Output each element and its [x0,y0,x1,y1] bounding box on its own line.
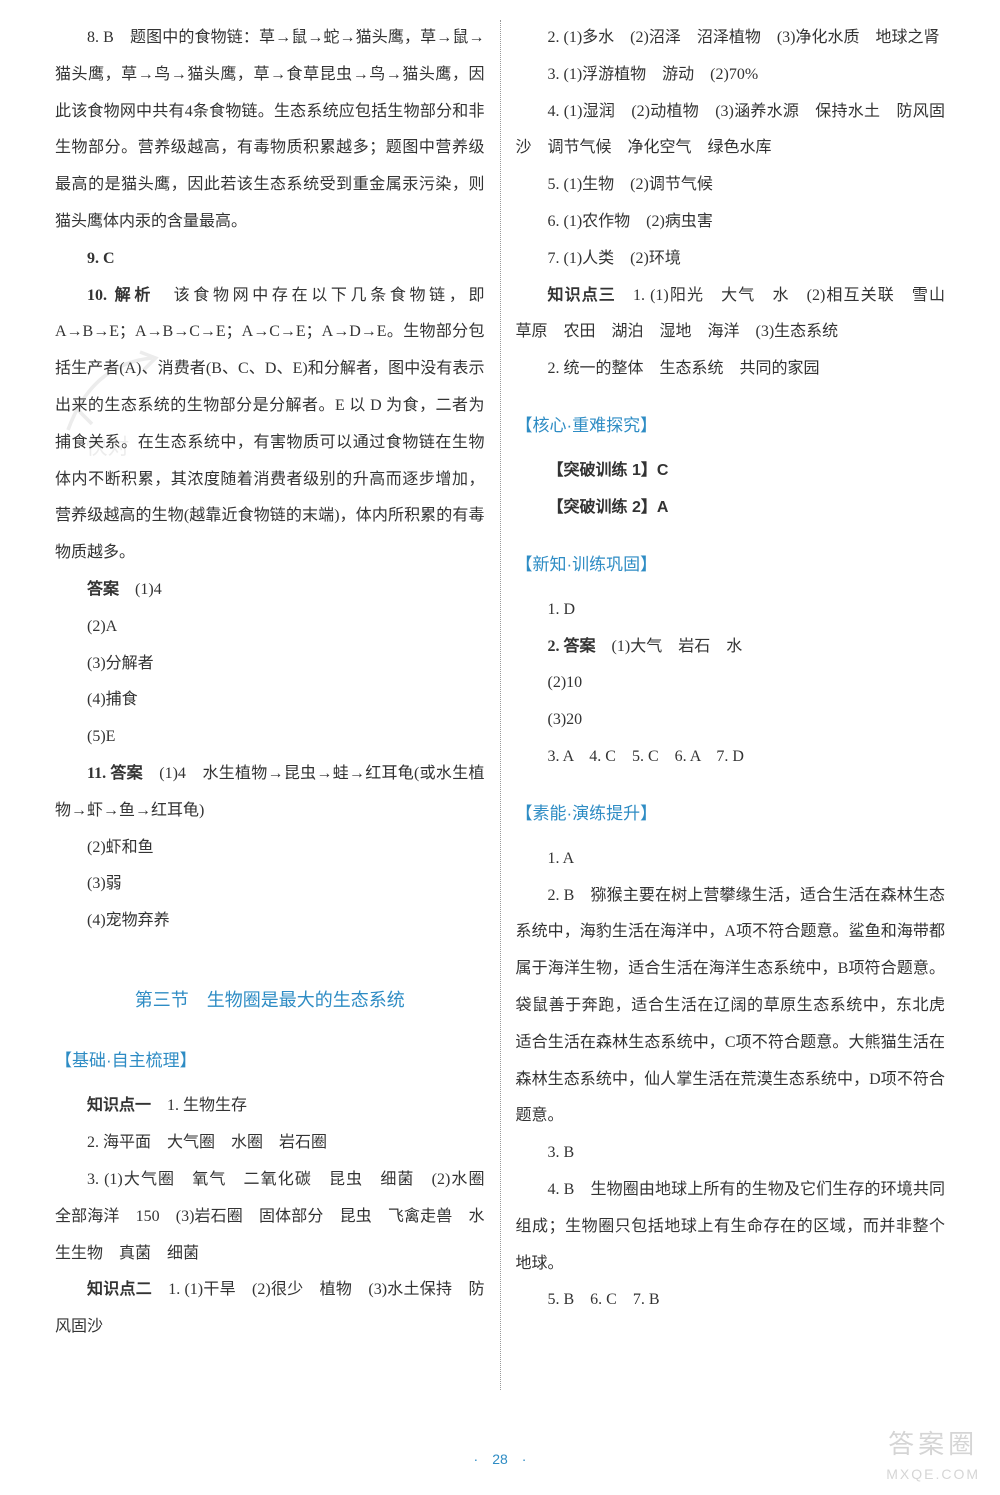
n1: 1. D [516,592,946,629]
two-column-layout: 8. B 题图中的食物链：草→鼠→蛇→猫头鹰，草→鼠→猫头鹰，草→鸟→猫头鹰，草… [40,20,960,1390]
r2: 3. (1)浮游植物 游动 (2)70% [516,57,946,94]
kp1-line1: 知识点一 1. 生物生存 [55,1088,485,1125]
footer-url: MXQE.COM [886,1464,980,1485]
kp3-line1: 知识点三 1. (1)阳光 大气 水 (2)相互关联 雪山 草原 农田 湖泊 湿… [516,278,946,352]
bracket-basics: 【基础·自主梳理】 [55,1041,485,1080]
r1: 2. (1)多水 (2)沼泽 沼泽植物 (3)净化水质 地球之肾 [516,20,946,57]
bracket-train: 【新知·训练巩固】 [516,545,946,584]
s4: 4. B 生物圈由地球上所有的生物及它们生存的环境共同组成；生物圈只包括地球上有… [516,1172,946,1282]
n2-line: 2. 答案 (1)大气 岩石 水 [516,629,946,666]
r5: 6. (1)农作物 (2)病虫害 [516,204,946,241]
q10-label: 10. 解析 [87,287,154,304]
t2: 【突破训练 2】A [516,490,946,527]
s2: 2. B 猕猴主要在树上营攀缘生活，适合生活在森林生态系统中，海豹生活在海洋中，… [516,878,946,1136]
bracket-ability: 【素能·演练提升】 [516,794,946,833]
q11-2: (2)虾和鱼 [55,830,485,867]
kp2-line1: 知识点二 1. (1)干旱 (2)很少 植物 (3)水土保持 防风固沙 [55,1272,485,1346]
a2: (2)A [55,609,485,646]
r6: 7. (1)人类 (2)环境 [516,241,946,278]
q9-text: 9. C [55,241,485,278]
n2-1: (1)大气 岩石 水 [612,638,743,655]
s5: 5. B 6. C 7. B [516,1282,946,1319]
a4: (4)捕食 [55,682,485,719]
footer-cn: 答案圈 [886,1425,980,1464]
q11-label: 11. 答案 [87,765,143,782]
page-number: · 28 · [0,1443,1000,1475]
q11-3: (3)弱 [55,866,485,903]
section-title: 第三节 生物圈是最大的生态系统 [55,980,485,1021]
t1: 【突破训练 1】C [516,453,946,490]
kp3-2: 2. 统一的整体 生态系统 共同的家园 [516,351,946,388]
n2-3: (3)20 [516,702,946,739]
n2-2: (2)10 [516,665,946,702]
kp2-label: 知识点二 [87,1281,152,1298]
right-column: 2. (1)多水 (2)沼泽 沼泽植物 (3)净化水质 地球之肾 3. (1)浮… [501,20,961,1390]
s3: 3. B [516,1135,946,1172]
q10-text: 10. 解析 该食物网中存在以下几条食物链，即 A→B→E；A→B→C→E；A→… [55,278,485,572]
r3: 4. (1)湿润 (2)动植物 (3)涵养水源 保持水土 防风固沙 调节气候 净… [516,94,946,168]
kp3-label: 知识点三 [548,287,616,304]
n2-label: 2. 答案 [548,638,596,655]
a5: (5)E [55,719,485,756]
footer-watermark: 答案圈 MXQE.COM [886,1425,980,1485]
n3: 3. A 4. C 5. C 6. A 7. D [516,739,946,776]
left-column: 8. B 题图中的食物链：草→鼠→蛇→猫头鹰，草→鼠→猫头鹰，草→鸟→猫头鹰，草… [40,20,501,1390]
s1: 1. A [516,841,946,878]
kp1-1: 1. 生物生存 [151,1097,247,1114]
kp1-2: 2. 海平面 大气圈 水圈 岩石圈 [55,1125,485,1162]
q10-body: 该食物网中存在以下几条食物链，即 A→B→E；A→B→C→E；A→C→E；A→D… [55,287,485,562]
a3: (3)分解者 [55,646,485,683]
q8-text: 8. B 题图中的食物链：草→鼠→蛇→猫头鹰，草→鼠→猫头鹰，草→鸟→猫头鹰，草… [55,20,485,241]
bracket-core: 【核心·重难探究】 [516,406,946,445]
kp1-label: 知识点一 [87,1097,151,1114]
q11-4: (4)宠物弃养 [55,903,485,940]
answer-label: 答案 [87,581,119,598]
kp1-3: 3. (1)大气圈 氧气 二氧化碳 昆虫 细菌 (2)水圈 全部海洋 150 (… [55,1162,485,1272]
a1: (1)4 [135,581,162,598]
r4: 5. (1)生物 (2)调节气候 [516,167,946,204]
q11-line1: 11. 答案 (1)4 水生植物→昆虫→蛙→红耳龟(或水生植物→虾→鱼→红耳龟) [55,756,485,830]
answer-label-line: 答案 (1)4 [55,572,485,609]
